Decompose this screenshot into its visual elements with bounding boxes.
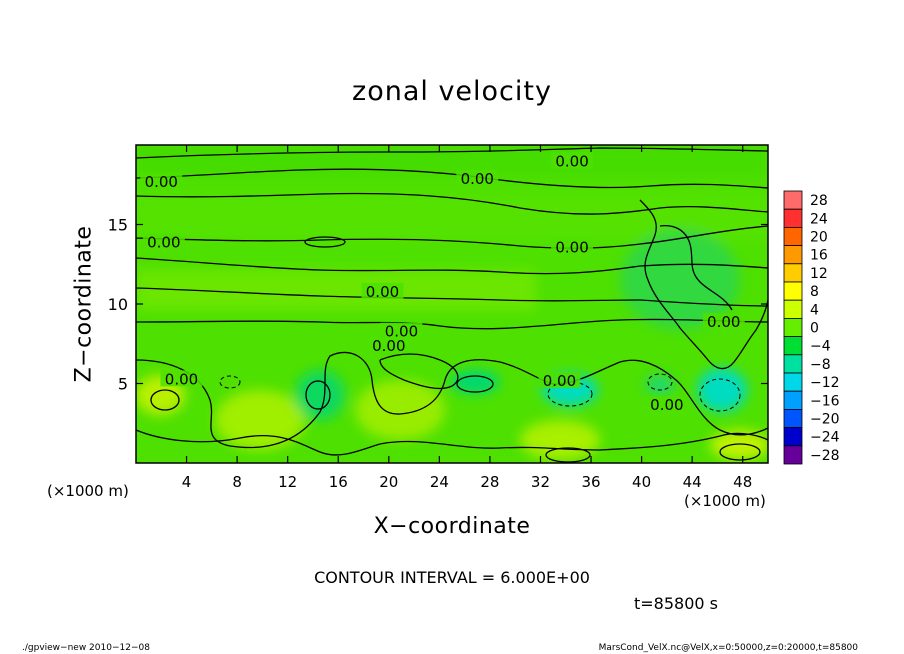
colorbar-label: −12: [810, 375, 840, 391]
colorbar-label: −20: [810, 412, 840, 428]
x-tick-label: 12: [278, 473, 297, 491]
contour-label: 0.00: [385, 323, 418, 341]
contour-label-bg: [702, 313, 745, 330]
x-tick-label: 20: [379, 473, 398, 491]
x-tick-label: 36: [581, 473, 600, 491]
y-tick-label: 15: [108, 216, 128, 235]
contour-label-bg: [551, 152, 594, 169]
contour-label: 0.00: [366, 283, 399, 301]
contour-label: 0.00: [707, 313, 740, 331]
colorbar-label: 12: [810, 266, 828, 282]
contour-label-bg: [538, 371, 581, 388]
x-tick-label: 32: [531, 473, 550, 491]
x-unit-left: (×1000 m): [47, 482, 129, 500]
y-tick-label: 5: [118, 375, 128, 394]
contour-label: 0.00: [165, 370, 198, 388]
colorbar-swatch: [783, 263, 803, 283]
colorbar-label: 16: [810, 248, 828, 264]
x-tick-label: 16: [329, 473, 348, 491]
colorbar-swatch: [783, 372, 803, 392]
contour-label-bg: [551, 238, 594, 255]
contour-label-bg: [645, 395, 688, 412]
contour-labels: 0.000.000.000.00 0.000.000.000.000.000.00…: [140, 152, 745, 414]
colorbar-label: 28: [810, 193, 828, 209]
colorbar-swatch: [783, 408, 803, 428]
colorbar-swatch: [783, 336, 803, 356]
x-tick-label: 48: [733, 473, 752, 491]
contour-label-bg: [160, 370, 203, 387]
velocity-field: 0.000.000.000.00 0.000.000.000.000.000.00…: [136, 145, 768, 463]
colorbar-label: 0: [810, 321, 819, 337]
colorbar-swatch: [783, 390, 803, 410]
colorbar-label: −24: [810, 430, 840, 446]
colorbar-swatch: [783, 226, 803, 246]
contour-label-bg: [142, 233, 185, 250]
contour-label: 0.00: [555, 152, 588, 170]
contour-label-bg: [361, 282, 404, 299]
x-tick-label: 44: [683, 473, 702, 491]
contour-label: 0.00: [543, 372, 576, 390]
x-tick-label: 8: [232, 473, 242, 491]
colorbar: 28 24 20 16 12 8 4 0 −4 −8 −12 −16 −20 −24 −28: [783, 190, 840, 465]
contour-label: 0.00: [555, 238, 588, 256]
x-tick-label: 24: [430, 473, 449, 491]
colorbar-label: −16: [810, 393, 840, 409]
time-label: t=85800 s: [634, 594, 718, 613]
footer-right: MarsCond_VelX.nc@VelX,x=0:50000,z=0:2000…: [598, 643, 858, 653]
contour-interval: CONTOUR INTERVAL = 6.000E+00: [314, 568, 590, 587]
colorbar-swatch: [783, 190, 803, 210]
colorbar-swatch: [783, 427, 803, 447]
x-tick-label: 28: [480, 473, 499, 491]
x-axis-label: X−coordinate: [373, 514, 531, 539]
colorbar-swatch: [783, 445, 803, 465]
contour-lines: [136, 147, 768, 463]
colorbar-swatch: [783, 208, 803, 228]
colorbar-swatch: [783, 245, 803, 265]
colorbar-label: −28: [810, 448, 840, 464]
contour-label-bg: [367, 336, 410, 353]
contour-label-bg: [380, 322, 423, 339]
x-tick-label: 4: [182, 473, 192, 491]
chart-title: zonal velocity: [352, 76, 552, 107]
y-tick-label: 10: [108, 295, 128, 314]
x-unit-right: (×1000 m): [684, 492, 766, 510]
colorbar-label: 8: [810, 284, 819, 300]
contour-label-bg: [456, 169, 499, 186]
contour-label-bg: [140, 173, 183, 190]
colorbar-label: −8: [810, 357, 831, 373]
colorbar-swatch: [783, 299, 803, 319]
contour-label: 0.00: [145, 173, 178, 191]
colorbar-label: 20: [810, 230, 828, 246]
colorbar-swatch: [783, 354, 803, 374]
footer-left: ./gpview−new 2010−12−08: [22, 643, 150, 653]
contour-label: 0.00: [461, 170, 494, 188]
y-axis-label: Z−coordinate: [71, 225, 97, 383]
colorbar-swatch: [783, 317, 803, 337]
x-tick-label: 40: [632, 473, 651, 491]
contour-label: 0.00: [650, 396, 683, 414]
colorbar-label: −4: [810, 339, 831, 355]
contour-label: 0.00: [372, 337, 405, 355]
colorbar-swatch: [783, 281, 803, 301]
colorbar-label: 4: [810, 302, 819, 318]
colorbar-label: 24: [810, 211, 828, 227]
contour-label: 0.00: [147, 234, 180, 252]
